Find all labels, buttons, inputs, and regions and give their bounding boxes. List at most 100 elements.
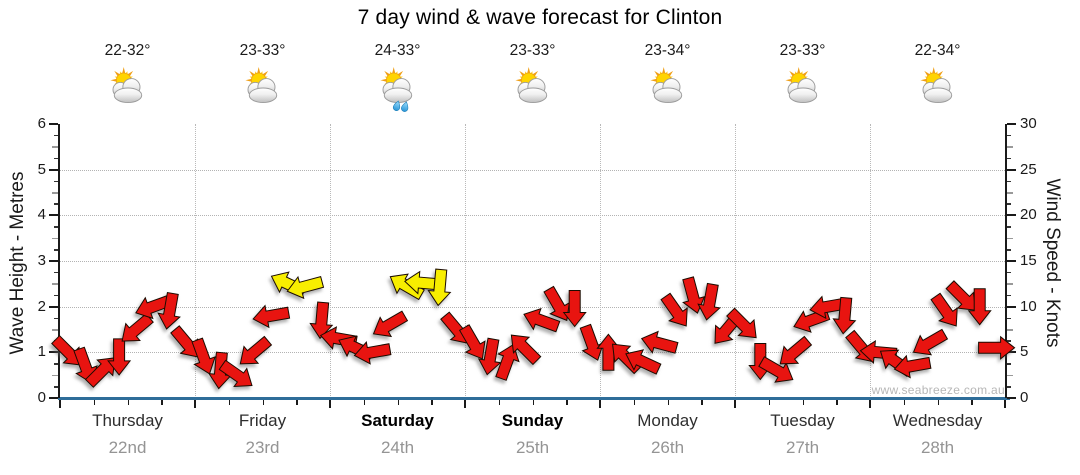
left-major-tick (49, 168, 58, 171)
x-minor-tick (667, 400, 669, 405)
day-name-label: Friday (238, 411, 287, 430)
gridline-horizontal (60, 261, 1005, 262)
left-minor-tick (54, 203, 58, 205)
right-minor-tick (1007, 192, 1013, 194)
gridline-horizontal (60, 352, 1005, 354)
day-date-label: 26th (650, 438, 685, 457)
x-major-tick (599, 400, 601, 408)
gridline-vertical (870, 124, 871, 398)
gridline-vertical (195, 124, 196, 398)
right-tick-label: 30 (1020, 115, 1037, 132)
sun-cloud-icon (914, 64, 962, 112)
gridline-horizontal (60, 215, 1005, 217)
left-tick-label: 4 (37, 206, 46, 224)
day-temp-range: 23-34° (644, 42, 691, 59)
right-minor-tick (1007, 134, 1011, 137)
right-minor-tick (1007, 157, 1011, 160)
right-minor-tick (1007, 386, 1011, 388)
x-minor-tick (228, 400, 231, 405)
page-title: 7 day wind & wave forecast for Clinton (357, 6, 723, 29)
left-minor-tick (52, 374, 58, 377)
right-major-tick (1007, 123, 1016, 125)
left-minor-tick (54, 157, 58, 160)
day-date-label: 24th (380, 438, 415, 457)
left-minor-tick (52, 146, 58, 148)
right-tick-label: 15 (1020, 252, 1037, 269)
x-major-tick (194, 400, 196, 408)
left-minor-tick (54, 294, 58, 297)
right-major-tick (1007, 214, 1016, 217)
right-major-tick (1007, 168, 1016, 171)
gridline-vertical (600, 124, 601, 398)
left-tick-label: 2 (37, 297, 46, 315)
sun-cloud-icon (104, 64, 152, 112)
day-name-label: Sunday (501, 411, 564, 430)
right-minor-tick (1007, 363, 1011, 365)
gridline-vertical (330, 124, 331, 398)
x-minor-tick (262, 400, 264, 405)
right-minor-tick (1007, 340, 1011, 342)
left-tick-label: 5 (37, 160, 46, 178)
right-minor-tick (1007, 249, 1011, 251)
day-date-label: 22nd (108, 438, 147, 457)
left-tick-label: 3 (37, 252, 46, 269)
left-major-tick (49, 351, 58, 354)
left-major-tick (49, 214, 58, 217)
x-minor-tick (633, 400, 636, 405)
left-major-tick (49, 305, 58, 308)
right-axis-line (1005, 124, 1007, 398)
day-temp-range: 24-33° (374, 42, 421, 59)
day-temp-range: 23-33° (509, 42, 556, 59)
x-minor-tick (903, 400, 906, 405)
left-major-tick (49, 260, 58, 262)
x-minor-tick (363, 400, 366, 405)
day-temp-range: 22-32° (104, 42, 151, 59)
gridline-horizontal (60, 169, 1005, 171)
left-minor-tick (54, 340, 58, 342)
x-minor-tick (93, 400, 96, 405)
day-date-label: 25th (515, 438, 550, 457)
right-minor-tick (1007, 271, 1011, 274)
day-name-label: Tuesday (770, 411, 835, 430)
day-date-label: 28th (920, 438, 955, 457)
left-minor-tick (54, 386, 58, 388)
day-temp-range: 23-33° (239, 42, 286, 59)
left-major-tick (49, 123, 58, 125)
right-minor-tick (1007, 283, 1013, 285)
left-minor-tick (52, 237, 58, 240)
right-major-tick (1007, 260, 1016, 262)
day-temp-range: 23-33° (779, 42, 826, 59)
day-name-label: Wednesday (892, 411, 983, 430)
right-minor-tick (1007, 374, 1013, 377)
gridline-vertical (735, 124, 736, 398)
gridline-vertical (465, 124, 466, 398)
right-tick-label: 5 (1020, 343, 1029, 361)
x-minor-tick (768, 400, 771, 405)
x-major-tick (329, 400, 331, 408)
right-tick-label: 25 (1020, 160, 1037, 178)
left-major-tick (49, 397, 58, 399)
left-axis-title: Wave Height - Metres (7, 171, 28, 355)
watermark: www.seabreeze.com.au (871, 383, 1005, 397)
right-tick-label: 10 (1020, 297, 1037, 315)
left-tick-label: 1 (37, 343, 46, 361)
x-major-tick (734, 400, 736, 408)
day-date-label: 27th (785, 438, 820, 457)
x-minor-tick (127, 400, 129, 405)
gridline-horizontal (60, 306, 1005, 308)
left-tick-label: 6 (37, 115, 46, 132)
right-minor-tick (1007, 329, 1013, 331)
x-minor-tick (802, 400, 804, 405)
left-tick-label: 0 (37, 389, 46, 406)
left-minor-tick (54, 271, 58, 274)
left-minor-tick (52, 192, 58, 194)
day-name-label: Saturday (361, 411, 434, 430)
right-minor-tick (1007, 294, 1011, 297)
sun-cloud-icon (509, 64, 557, 112)
right-minor-tick (1007, 317, 1011, 320)
x-minor-tick (836, 400, 838, 405)
left-minor-tick (54, 180, 58, 183)
right-minor-tick (1007, 146, 1013, 148)
day-date-label: 23rd (245, 438, 280, 457)
